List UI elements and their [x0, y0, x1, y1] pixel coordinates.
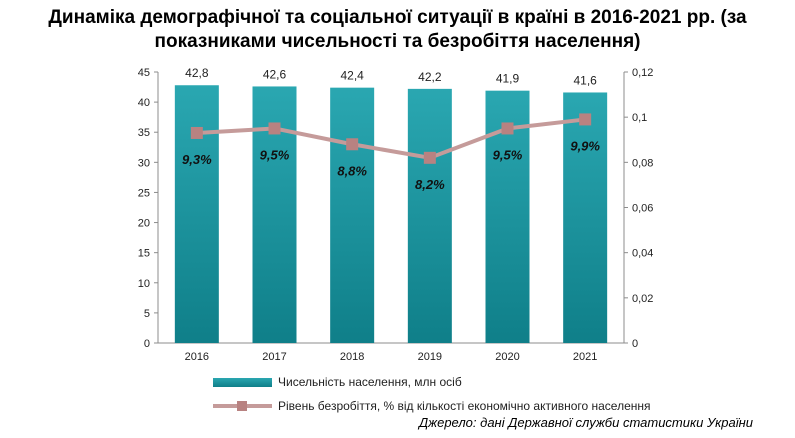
unemployment-marker — [190, 126, 203, 139]
x-tick-label: 2020 — [495, 351, 519, 363]
bar-value-label: 42,4 — [340, 69, 364, 83]
unemployment-marker — [346, 138, 359, 151]
legend-item-unemployment: Рівень безробіття, % від кількості еконо… — [213, 394, 651, 418]
y-left-tick-label: 15 — [138, 248, 150, 260]
bar-population — [407, 88, 452, 344]
source-note: Джерело: дані Державної служби статистик… — [419, 415, 753, 430]
y-right-tick-label: 0,06 — [632, 203, 653, 215]
bar-value-label: 41,6 — [573, 73, 597, 87]
y-right-tick-label: 0,04 — [632, 248, 653, 260]
chart-title-line-1: Динаміка демографічної та соціальної сит… — [48, 7, 747, 28]
unemployment-marker — [423, 151, 436, 164]
y-right-tick-label: 0 — [632, 338, 638, 350]
y-right-tick-label: 0,12 — [632, 67, 653, 79]
legend-line-swatch — [213, 400, 272, 412]
legend-bar-swatch — [213, 377, 272, 387]
bar-population — [563, 92, 608, 343]
x-tick-label: 2021 — [573, 351, 597, 363]
x-tick-label: 2017 — [262, 351, 286, 363]
y-left-tick-label: 10 — [138, 278, 150, 290]
y-right-tick-label: 0,08 — [632, 157, 653, 169]
unemployment-value-label: 9,9% — [570, 138, 600, 153]
y-left-tick-label: 20 — [138, 218, 150, 230]
legend-label-population: Чисельність населення, млн осіб — [278, 375, 462, 389]
legend-item-population: Чисельність населення, млн осіб — [213, 370, 651, 394]
y-left-tick-label: 30 — [138, 157, 150, 169]
bar-population — [330, 87, 375, 343]
unemployment-marker — [268, 122, 281, 135]
bar-population — [174, 85, 219, 343]
unemployment-value-label: 8,8% — [337, 163, 367, 178]
bar-value-label: 42,8 — [185, 66, 209, 80]
unemployment-value-label: 8,2% — [415, 177, 445, 192]
bar-value-label: 41,9 — [496, 72, 520, 86]
unemployment-marker — [579, 113, 592, 126]
unemployment-value-label: 9,5% — [493, 147, 523, 162]
bar-value-label: 42,2 — [418, 70, 442, 84]
legend-label-unemployment: Рівень безробіття, % від кількості еконо… — [278, 399, 651, 413]
unemployment-value-label: 9,5% — [260, 147, 290, 162]
x-tick-label: 2019 — [418, 351, 442, 363]
y-left-tick-label: 35 — [138, 127, 150, 139]
bar-value-label: 42,6 — [263, 67, 287, 81]
y-left-tick-label: 0 — [144, 338, 150, 350]
y-left-tick-label: 25 — [138, 187, 150, 199]
chart-legend: Чисельність населення, млн осіб Рівень б… — [213, 370, 651, 418]
y-right-tick-label: 0,1 — [632, 112, 647, 124]
y-right-tick-label: 0,02 — [632, 293, 653, 305]
y-left-tick-label: 5 — [144, 308, 150, 320]
unemployment-line — [196, 117, 586, 160]
unemployment-value-label: 9,3% — [182, 152, 212, 167]
y-left-tick-label: 40 — [138, 97, 150, 109]
unemployment-marker — [501, 122, 514, 135]
chart-title: Динаміка демографічної та соціальної сит… — [0, 6, 795, 54]
x-tick-label: 2016 — [185, 351, 209, 363]
chart-title-line-2: показниками чисельності та безробіття на… — [154, 31, 641, 52]
y-left-tick-label: 45 — [138, 67, 150, 79]
x-tick-label: 2018 — [340, 351, 364, 363]
